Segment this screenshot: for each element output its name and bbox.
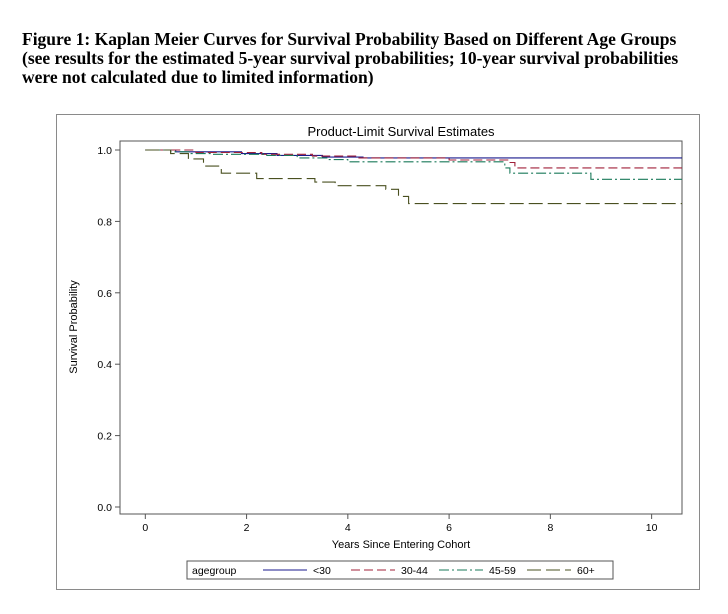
- curve-60+: [145, 149, 682, 205]
- chart-title: Product-Limit Survival Estimates: [307, 124, 495, 139]
- legend-label: <30: [313, 565, 331, 577]
- y-tick-label: 0.6: [97, 288, 112, 300]
- legend-title: agegroup: [192, 565, 237, 577]
- legend-label: 45-59: [489, 565, 516, 577]
- caption-line-3: were not calculated due to limited infor…: [22, 67, 374, 87]
- chart-frame: Product-Limit Survival Estimates 0.0 0.2 0…: [56, 114, 700, 590]
- curve-45-59: [145, 149, 682, 180]
- survival-curves: [145, 149, 682, 205]
- curve-<30: [145, 149, 682, 159]
- y-tick-label: 0.2: [97, 431, 112, 443]
- plot-area: [119, 140, 683, 515]
- legend-label: 30-44: [401, 565, 428, 577]
- legend-label: 60+: [577, 565, 595, 577]
- y-tick-label: 0.8: [97, 216, 112, 228]
- x-tick-label: 10: [646, 522, 658, 534]
- curve-30-44: [145, 149, 682, 169]
- x-tick-label: 8: [547, 522, 553, 534]
- legend: agegroup <30 30-44 45-59 60+: [186, 560, 614, 580]
- y-axis: 0.0 0.2 0.4 0.6 0.8 1.0: [97, 145, 120, 514]
- y-tick-label: 0.4: [97, 359, 112, 371]
- x-tick-label: 6: [446, 522, 452, 534]
- survival-chart: Product-Limit Survival Estimates 0.00.20…: [68, 124, 683, 580]
- y-axis-label: Survival Probability: [68, 280, 80, 374]
- figure-caption: Figure 1: Kaplan Meier Curves for Surviv…: [22, 30, 712, 87]
- caption-line-2: (see results for the estimated 5-year su…: [22, 48, 679, 68]
- x-tick-label: 2: [244, 522, 250, 534]
- x-axis-label: Years Since Entering Cohort: [332, 539, 470, 551]
- y-tick-label: 0.0: [97, 502, 112, 514]
- caption-line-1: Figure 1: Kaplan Meier Curves for Surviv…: [22, 29, 677, 49]
- x-axis: 0 2 4 6 8 10: [142, 514, 658, 534]
- y-tick-label: 1.0: [97, 145, 112, 157]
- x-tick-label: 0: [142, 522, 148, 534]
- x-tick-label: 4: [345, 522, 351, 534]
- legend-box: [186, 560, 614, 580]
